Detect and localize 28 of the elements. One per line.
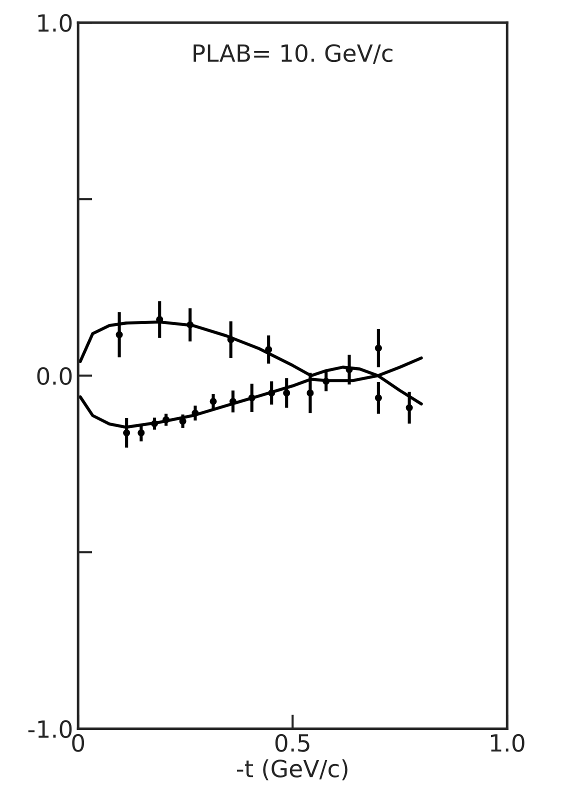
y-tick-label: 0.0: [37, 367, 72, 385]
point: [406, 404, 413, 412]
point: [227, 336, 234, 344]
point: [179, 418, 186, 425]
x-tick-label: 0.5: [275, 734, 310, 752]
point: [186, 321, 194, 328]
point: [248, 394, 256, 402]
annotation: PLAB= 10. GeV/c: [194, 44, 392, 64]
point: [268, 389, 276, 396]
point: [346, 366, 353, 374]
point: [138, 429, 145, 436]
point: [192, 410, 199, 417]
x-tick-label: 0: [72, 734, 84, 752]
point: [162, 416, 170, 424]
point: [322, 378, 330, 385]
point: [306, 389, 314, 396]
point: [374, 394, 382, 402]
point: [116, 331, 123, 338]
point: [150, 420, 158, 428]
x-tick-label: 1.0: [490, 734, 524, 752]
point: [123, 429, 130, 436]
point: [265, 346, 272, 354]
x-axis-title: -t (GeV/c): [236, 759, 348, 780]
y-tick-label: 1.0: [38, 14, 72, 32]
point: [210, 398, 217, 405]
point: [283, 389, 290, 396]
point: [374, 344, 382, 352]
y-tick-label: -1.0: [28, 720, 72, 738]
